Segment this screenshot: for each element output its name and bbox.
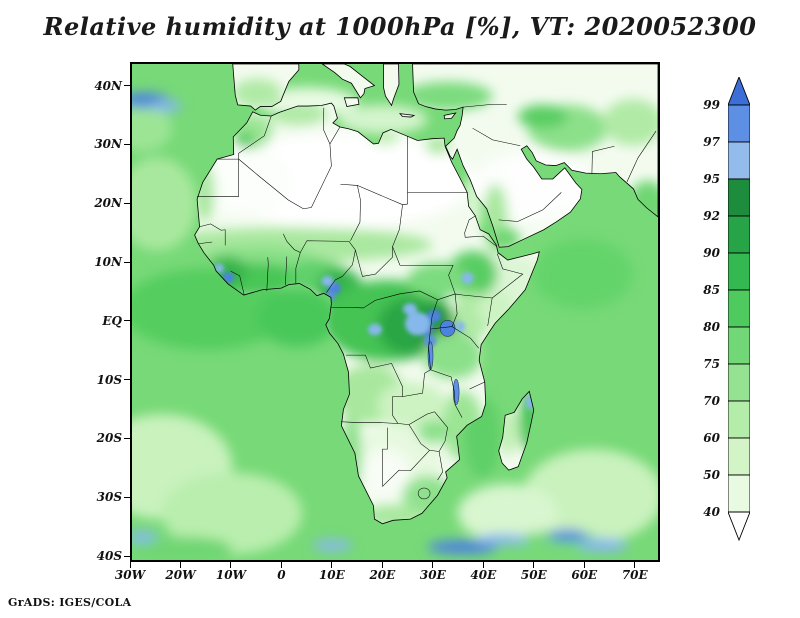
colorbar-tick-label: 92 (703, 209, 720, 223)
y-axis-tick-label: 20S (96, 431, 122, 446)
grads-attribution: GrADS: IGES/COLA (8, 596, 132, 609)
x-axis-tick-label: 10W (215, 568, 247, 582)
colorbar-tick-label: 70 (703, 394, 720, 408)
x-axis-tick (381, 562, 383, 568)
x-axis-tick (482, 562, 484, 568)
y-axis-tick (124, 555, 130, 557)
x-axis-tick (179, 562, 181, 568)
y-axis-tick (124, 379, 130, 381)
colorbar-tick-label: 80 (703, 320, 720, 334)
y-axis-tick (124, 320, 130, 322)
y-axis-tick (124, 261, 130, 263)
y-axis-tick-label: 30S (96, 490, 122, 505)
x-axis-tick-label: 70E (621, 568, 648, 582)
x-axis-tick-label: 60E (571, 568, 598, 582)
x-axis-tick (129, 562, 131, 568)
x-axis-tick (634, 562, 636, 568)
x-axis-tick-label: 40E (470, 568, 497, 582)
colorbar (728, 77, 750, 541)
x-axis-tick (533, 562, 535, 568)
colorbar-tick-label: 99 (703, 98, 720, 112)
colorbar-tick-label: 60 (703, 431, 720, 445)
colorbar-tick-label: 50 (703, 468, 720, 482)
y-axis-tick (124, 85, 130, 87)
x-axis-tick (280, 562, 282, 568)
y-axis-tick-label: 40N (94, 78, 122, 93)
y-axis-tick (124, 496, 130, 498)
x-axis-tick-label: 30W (114, 568, 146, 582)
colorbar-tick-label: 95 (703, 172, 720, 186)
x-axis-tick-label: 20E (369, 568, 396, 582)
x-axis-tick (331, 562, 333, 568)
map-plot-frame (130, 62, 660, 562)
y-axis-tick (124, 202, 130, 204)
x-axis-tick (583, 562, 585, 568)
colorbar-tick-label: 40 (703, 505, 720, 519)
colorbar-tick-label: 75 (703, 357, 720, 371)
y-axis-tick (124, 143, 130, 145)
y-axis-tick (124, 437, 130, 439)
x-axis-tick-label: 20W (165, 568, 196, 582)
x-axis-tick-label: 50E (520, 568, 547, 582)
y-axis-tick-label: 20N (94, 196, 122, 211)
chart-title: Relative humidity at 1000hPa [%], VT: 20… (43, 12, 757, 41)
x-axis-tick-label: 30E (419, 568, 446, 582)
x-axis-tick (432, 562, 434, 568)
colorbar-tick-label: 97 (703, 135, 720, 149)
x-axis-tick-label: 0 (277, 568, 286, 582)
colorbar-tick-label: 85 (703, 283, 720, 297)
colorbar-tick-label: 90 (703, 246, 720, 260)
y-axis-tick-label: 40S (96, 549, 122, 564)
y-axis-tick-label: 10S (96, 372, 122, 387)
y-axis-tick-label: EQ (102, 313, 122, 328)
x-axis-tick-label: 10E (318, 568, 345, 582)
africa-humidity-map (132, 64, 658, 560)
x-axis-tick (230, 562, 232, 568)
y-axis-tick-label: 30N (94, 137, 122, 152)
y-axis-tick-label: 10N (94, 255, 122, 269)
